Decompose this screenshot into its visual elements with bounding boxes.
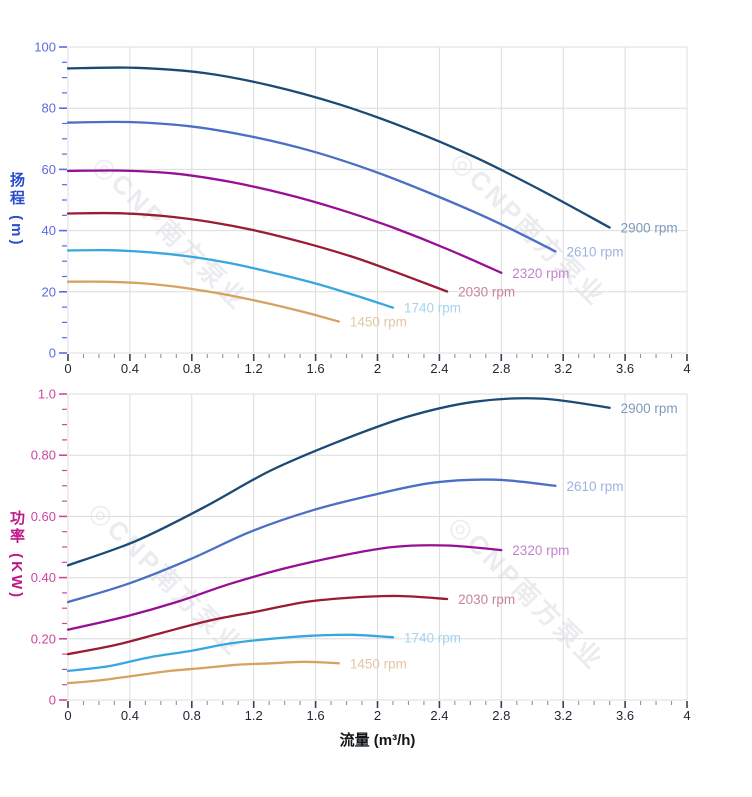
curve-2320-rpm bbox=[66, 544, 503, 631]
x-tick-label: 1.6 bbox=[307, 361, 325, 376]
curve-label-1740-rpm: 1740 rpm bbox=[404, 301, 461, 316]
x-tick-label: 2.4 bbox=[430, 361, 448, 376]
x-tick-label: 0 bbox=[64, 708, 71, 723]
y-tick-label: 20 bbox=[42, 284, 56, 299]
x-tick-label: 3.6 bbox=[616, 708, 634, 723]
curve-1740-rpm bbox=[66, 633, 395, 673]
x-tick-label: 2.4 bbox=[430, 708, 448, 723]
curve-label-2610-rpm: 2610 rpm bbox=[566, 244, 623, 259]
x-tick-label: 0.4 bbox=[121, 708, 139, 723]
curve-label-1450-rpm: 1450 rpm bbox=[350, 656, 407, 671]
curve-2030-rpm bbox=[66, 211, 449, 293]
y-tick-label: 0 bbox=[49, 693, 56, 708]
y-tick-label: 40 bbox=[42, 223, 56, 238]
curve-label-1740-rpm: 1740 rpm bbox=[404, 630, 461, 645]
x-tick-label: 2 bbox=[374, 361, 381, 376]
y-tick-label: 0.20 bbox=[31, 631, 56, 646]
y-tick-label: 0.40 bbox=[31, 570, 56, 585]
x-tick-label: 3.2 bbox=[554, 708, 572, 723]
curve-1740-rpm bbox=[66, 248, 395, 309]
curve-1450-rpm bbox=[66, 660, 340, 685]
x-tick-label: 2.8 bbox=[492, 708, 510, 723]
curve-2900-rpm bbox=[66, 66, 611, 229]
curve-label-2900-rpm: 2900 rpm bbox=[621, 221, 678, 236]
curve-2030-rpm bbox=[66, 594, 449, 656]
x-tick-label: 0.8 bbox=[183, 708, 201, 723]
x-tick-label: 3.2 bbox=[554, 361, 572, 376]
x-tick-label: 4 bbox=[683, 361, 690, 376]
head-vs-flow-chart: 0 0.4 0.8 1.2 1.6 2 2.4 2.8 3.2 3.6 40204060801002… bbox=[34, 40, 690, 377]
power-axis-title: 功率 (KW) bbox=[8, 510, 25, 601]
curve-label-1450-rpm: 1450 rpm bbox=[350, 314, 407, 329]
curve-2610-rpm bbox=[66, 120, 557, 253]
curve-label-2030-rpm: 2030 rpm bbox=[458, 592, 515, 607]
curve-label-2610-rpm: 2610 rpm bbox=[566, 479, 623, 494]
x-tick-label: 1.6 bbox=[307, 708, 325, 723]
head-axis-title: 扬程 (m) bbox=[8, 172, 25, 248]
y-tick-label: 100 bbox=[34, 40, 56, 55]
y-tick-label: 80 bbox=[42, 101, 56, 116]
x-tick-label: 3.6 bbox=[616, 361, 634, 376]
x-tick-label: 0.8 bbox=[183, 361, 201, 376]
y-tick-label: 1.0 bbox=[38, 387, 56, 402]
x-tick-label: 1.2 bbox=[245, 361, 263, 376]
x-tick-label: 4 bbox=[683, 708, 690, 723]
curve-2320-rpm bbox=[66, 169, 503, 274]
x-tick-label: 0.4 bbox=[121, 361, 139, 376]
flow-axis-title: 流量 (m³/h) bbox=[339, 732, 416, 749]
y-tick-label: 60 bbox=[42, 162, 56, 177]
x-tick-label: 0 bbox=[64, 361, 71, 376]
curve-label-2030-rpm: 2030 rpm bbox=[458, 284, 515, 299]
curve-2900-rpm bbox=[66, 397, 611, 567]
y-tick-label: 0 bbox=[49, 346, 56, 361]
curve-label-2900-rpm: 2900 rpm bbox=[621, 401, 678, 416]
x-tick-label: 2 bbox=[374, 708, 381, 723]
x-tick-label: 1.2 bbox=[245, 708, 263, 723]
y-tick-label: 0.80 bbox=[31, 448, 56, 463]
power-vs-flow-chart: 0 0.4 0.8 1.2 1.6 2 2.4 2.8 3.2 3.6 4 0 0.20 0.40 0.60… bbox=[31, 387, 691, 724]
curve-label-2320-rpm: 2320 rpm bbox=[512, 543, 569, 558]
x-tick-label: 2.8 bbox=[492, 361, 510, 376]
curve-2610-rpm bbox=[66, 478, 557, 604]
y-tick-label: 0.60 bbox=[31, 509, 56, 524]
curve-1450-rpm bbox=[66, 280, 340, 323]
curve-label-2320-rpm: 2320 rpm bbox=[512, 266, 569, 281]
